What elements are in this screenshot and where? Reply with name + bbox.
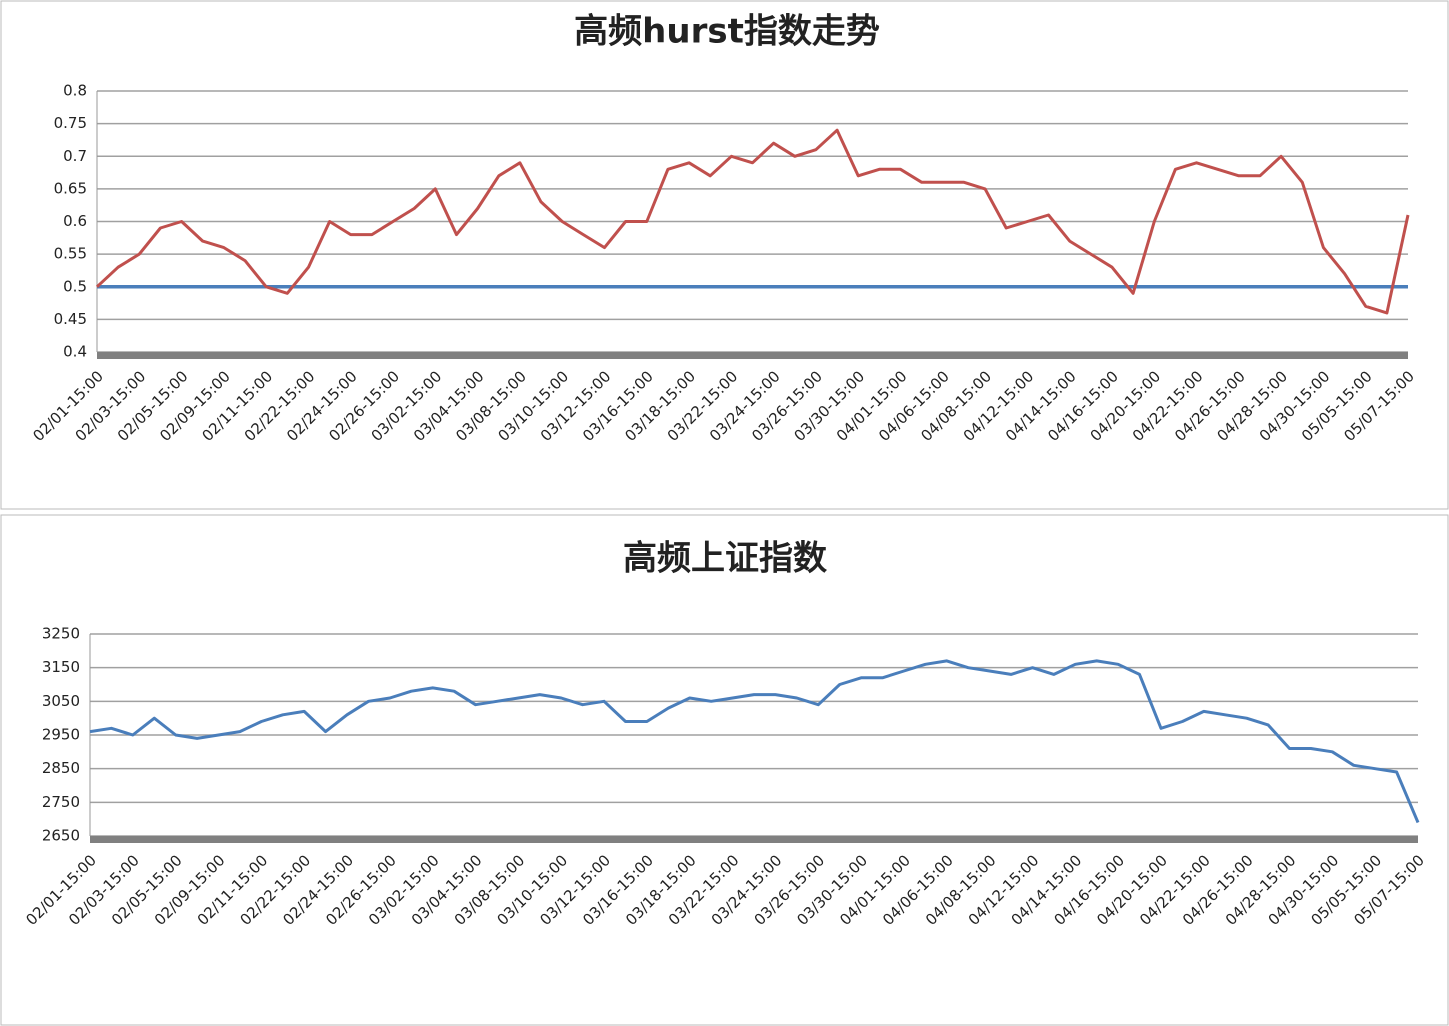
x-axis-band	[97, 352, 1408, 359]
y-tick-label: 0.6	[63, 212, 87, 230]
series-line	[95, 128, 1410, 315]
panel-border	[0, 514, 1449, 1026]
series-line	[89, 659, 1420, 824]
y-tick-label: 3050	[42, 692, 80, 710]
y-tick-label: 0.5	[63, 277, 87, 295]
y-tick-label: 3150	[42, 658, 80, 676]
y-tick-label: 0.75	[54, 114, 87, 132]
chart-title: 高频hurst指数走势	[574, 12, 880, 52]
y-tick-label: 0.4	[63, 343, 87, 361]
x-axis-band	[90, 836, 1418, 843]
y-tick-label: 0.8	[63, 82, 87, 100]
y-tick-label: 0.45	[54, 310, 87, 328]
chart-title: 高频上证指数	[623, 539, 827, 579]
y-tick-label: 2950	[42, 726, 80, 744]
y-tick-label: 2850	[42, 759, 80, 777]
y-tick-label: 0.7	[63, 147, 87, 165]
panel-border	[0, 0, 1449, 510]
y-tick-label: 2750	[42, 793, 80, 811]
y-tick-label: 0.65	[54, 179, 87, 197]
y-tick-label: 2650	[42, 827, 80, 845]
y-tick-label: 3250	[42, 625, 80, 643]
y-tick-label: 0.55	[54, 245, 87, 263]
